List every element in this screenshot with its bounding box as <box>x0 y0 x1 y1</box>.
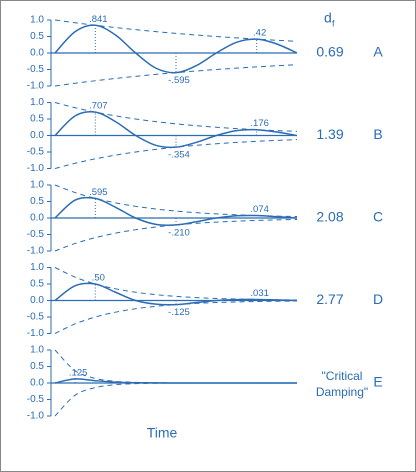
panel-letter: E <box>373 374 382 390</box>
peak-label: .031 <box>250 288 269 299</box>
y-tick-label: 0.0 <box>30 213 44 224</box>
response-curve <box>54 378 297 384</box>
y-tick-label: 0.0 <box>30 48 44 59</box>
y-tick-label: -0.5 <box>27 394 45 405</box>
peak-label: -.125 <box>168 307 190 318</box>
response-curve <box>54 282 298 306</box>
damping-label: Damping" <box>316 385 368 399</box>
y-tick-label: 0.5 <box>30 31 44 42</box>
peak-label: .50 <box>92 273 105 284</box>
peak-label: .707 <box>89 101 108 112</box>
y-tick-label: -1.0 <box>27 81 45 92</box>
panel-letter: A <box>373 44 383 60</box>
y-tick-label: -0.5 <box>27 229 45 240</box>
y-tick-label: 0.5 <box>30 279 44 290</box>
y-tick-label: -1.0 <box>27 328 45 339</box>
damping-factor: 0.69 <box>316 44 343 60</box>
y-tick-label: 0.5 <box>30 196 44 207</box>
peak-label: -.595 <box>168 75 190 86</box>
peak-label: .074 <box>250 204 269 215</box>
y-tick-label: 1.0 <box>30 262 44 273</box>
y-tick-label: 1.0 <box>30 180 44 191</box>
y-tick-label: -1.0 <box>27 411 45 422</box>
envelope <box>54 64 298 87</box>
peak-label: .595 <box>89 187 108 198</box>
y-tick-label: -1.0 <box>27 246 45 257</box>
panel-letter: D <box>373 291 383 307</box>
peak-label: .125 <box>69 367 88 378</box>
damping-label: "Critical <box>322 369 363 383</box>
column-header: d <box>324 10 332 26</box>
y-tick-label: 1.0 <box>30 97 44 108</box>
panel-letter: C <box>373 209 383 225</box>
damping-factor: 2.08 <box>316 209 343 225</box>
peak-label: .42 <box>253 28 266 39</box>
column-header-sub: f <box>332 18 335 28</box>
response-curve <box>54 111 298 149</box>
peak-label: -.210 <box>168 227 190 238</box>
peak-label: -.354 <box>168 150 190 161</box>
y-tick-label: 1.0 <box>30 15 44 26</box>
y-tick-label: -1.0 <box>27 163 45 174</box>
y-tick-label: 1.0 <box>30 345 44 356</box>
y-tick-label: 0.5 <box>30 361 44 372</box>
peak-label: .176 <box>250 118 269 129</box>
y-tick-label: -0.5 <box>27 64 45 75</box>
y-tick-label: 0.5 <box>30 114 44 125</box>
x-axis-label: Time <box>147 425 178 441</box>
panel-letter: B <box>373 126 382 142</box>
damping-factor: 1.39 <box>316 126 343 142</box>
damping-factor: 2.77 <box>316 291 343 307</box>
peak-label: .841 <box>89 14 108 25</box>
y-tick-label: 0.0 <box>30 295 44 306</box>
y-tick-label: -0.5 <box>27 147 45 158</box>
y-tick-label: 0.0 <box>30 378 44 389</box>
y-tick-label: -0.5 <box>27 312 45 323</box>
y-tick-label: 0.0 <box>30 130 44 141</box>
